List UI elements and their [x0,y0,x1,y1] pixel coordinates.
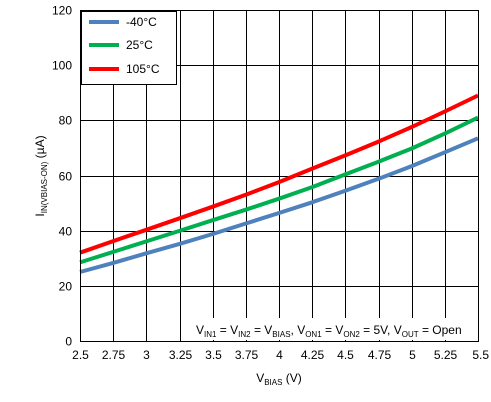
y-axis-title-unit: (µA) [33,135,47,161]
x-tick-label: 2.5 [72,348,89,362]
legend-label-series-1: -40°C [126,15,157,29]
annotation-text: = V [322,323,344,337]
x-axis-title-unit: (V) [282,371,301,385]
annotation-subscript: IN2 [238,330,251,339]
y-tick-label: 100 [52,59,72,73]
series-line-1 [79,136,479,274]
annotation-text: = Open [419,323,462,337]
legend-label-series-2: 25°C [126,38,153,52]
y-axis-title: IIN(VBIAS-ON) (µA) [33,135,49,216]
series-line-3 [79,93,479,255]
y-tick-label: 40 [59,225,73,239]
annotation-text: = V [216,323,238,337]
y-tick-label: 80 [59,114,73,128]
x-tick-label: 3.75 [235,348,259,362]
x-tick-label: 5.5 [472,348,489,362]
annotation-text: = 5V, V [360,323,402,337]
x-tick-label: 4.5 [337,348,354,362]
annotation-background [190,318,477,340]
annotation-subscript: IN1 [204,330,217,339]
annotation-subscript: OUT [402,330,419,339]
annotation-text: V [196,323,204,337]
y-tick-label: 120 [52,4,72,18]
x-tick-label: 3 [143,348,150,362]
x-tick-label: 3.5 [205,348,222,362]
x-tick-label: 5.25 [434,348,458,362]
y-axis-title-sub: IN(VBIAS-ON) [40,161,49,213]
y-tick-labels: 0 20 40 60 80 100 120 [52,4,72,349]
annotation-text: , V [291,323,306,337]
annotation-subscript: ON1 [305,330,322,339]
series-line-2 [79,115,479,265]
x-tick-label: 4.75 [368,348,392,362]
legend: -40°C 25°C 105°C [81,11,177,85]
x-tick-label: 5 [409,348,416,362]
x-axis-title-main: V [256,371,264,385]
test-conditions-annotation: VIN1 = VIN2 = VBIAS, VON1 = VON2 = 5V, V… [196,323,462,339]
annotation-text: = V [251,323,273,337]
x-axis-title-sub: BIAS [264,378,282,387]
y-tick-label: 0 [65,335,72,349]
x-tick-label: 4.25 [301,348,325,362]
x-tick-label: 4 [276,348,283,362]
x-tick-label: 3.25 [169,348,193,362]
plot-frame [80,10,479,342]
y-tick-label: 60 [59,170,73,184]
x-tick-labels: 2.5 2.75 3 3.25 3.5 3.75 4 4.25 4.5 4.75 5 5.25 5.5 [72,348,489,362]
annotation-subscript: BIAS [272,330,290,339]
annotation-subscript: ON2 [343,330,360,339]
x-axis-title: VBIAS (V) [256,371,302,387]
x-tick-label: 2.75 [102,348,126,362]
y-axis-title-main: I [33,213,47,216]
series-lines [79,93,479,274]
legend-label-series-3: 105°C [126,62,160,76]
y-tick-label: 20 [59,280,73,294]
